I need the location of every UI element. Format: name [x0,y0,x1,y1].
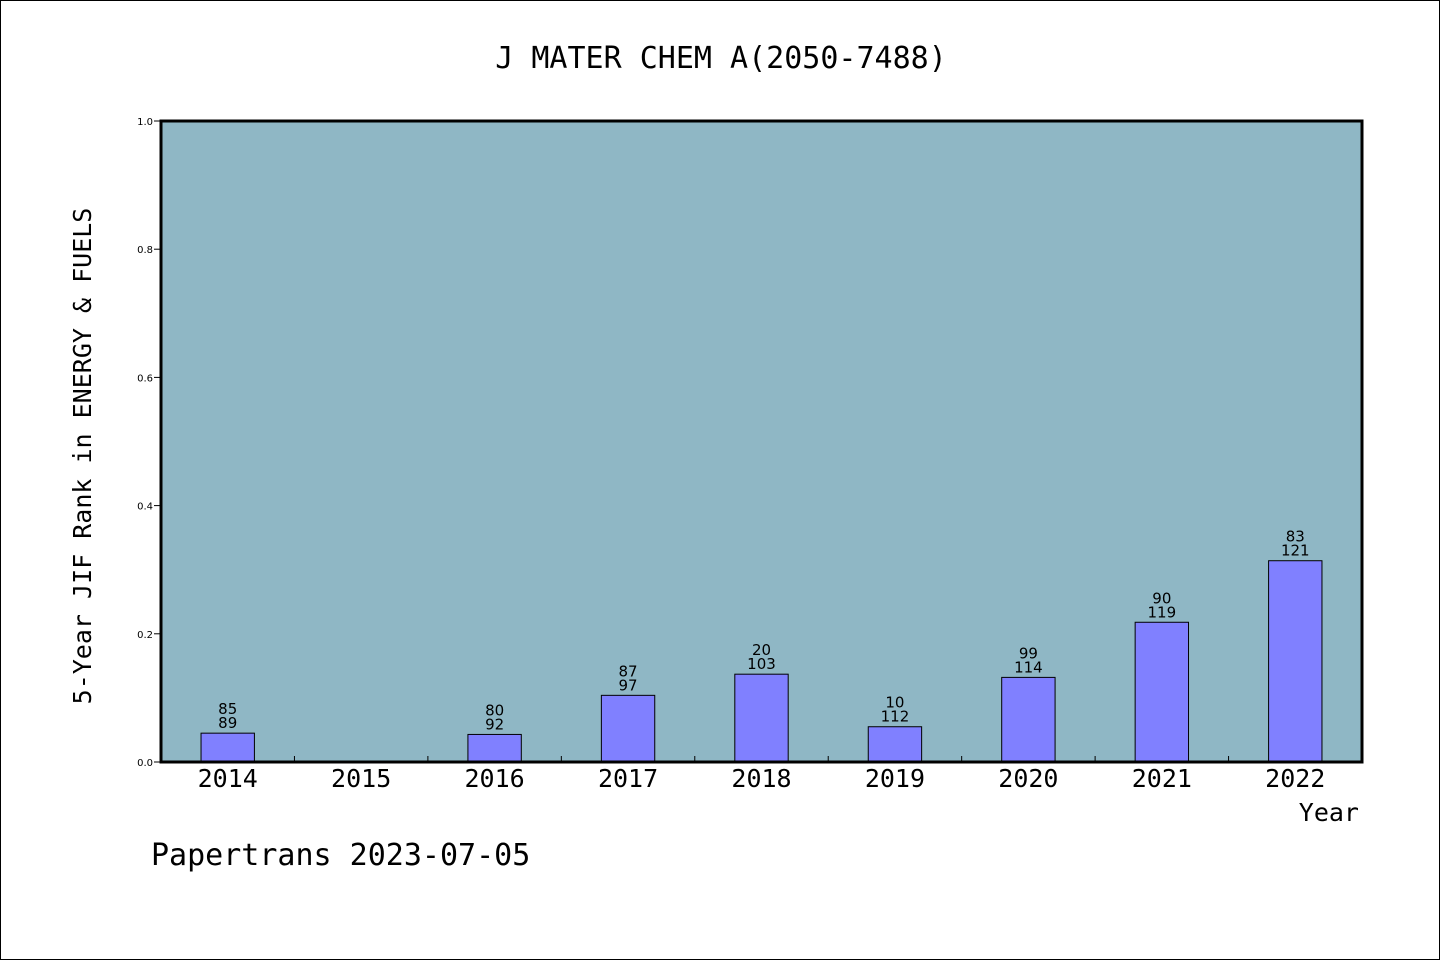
chart-title: J MATER CHEM A(2050-7488) [495,41,947,76]
y-tick-label: 0.4 [137,502,153,513]
bar-label-total: 89 [218,714,237,732]
bar [1134,621,1190,763]
bar-label-rank: 83 [1286,528,1305,546]
x-axis-ticks: 2014 2015 2016 2017 2018 2019 2020 2021 2022 [198,756,1325,793]
x-tick-label: 2016 [465,764,525,793]
bar-label-total: 119 [1148,603,1177,621]
x-tick-label: 2015 [331,764,391,793]
x-tick-label: 2017 [598,764,658,793]
bar [734,673,789,763]
bar-label-total: 97 [619,676,638,694]
bar-label-rank: 85 [218,700,237,718]
y-tick-label: 0.6 [137,373,153,384]
bar-label-rank: 20 [752,641,771,659]
bar [1001,676,1056,763]
bar-label-rank: 87 [619,662,638,680]
x-axis-label: Year [1299,798,1359,827]
bar [467,733,522,763]
bar-label-rank: 90 [1152,589,1171,607]
bar-label-total: 103 [747,655,776,673]
y-tick-label: 0.8 [137,245,153,256]
bar-label-rank: 10 [885,694,904,712]
bar [867,726,923,763]
x-tick-label: 2020 [998,764,1058,793]
bar-label-total: 114 [1014,658,1043,676]
x-tick-label: 2019 [865,764,925,793]
bar-label-rank: 99 [1019,644,1038,662]
bar [600,694,656,763]
y-tick-label: 0.2 [137,630,153,641]
bar [1268,560,1323,763]
y-tick-label: 1.0 [137,117,153,128]
x-tick-label: 2022 [1265,764,1325,793]
x-tick-label: 2018 [731,764,791,793]
plot-border [159,119,1364,764]
y-tick-label: 0.0 [137,758,153,769]
y-axis-ticks: 0.0 0.2 0.4 0.6 0.8 1.0 [137,117,161,769]
bar-label-total: 121 [1281,542,1310,560]
bar [200,732,255,763]
bar-label-total: 92 [485,715,504,733]
bar-label-total: 112 [881,708,910,726]
bar-label-rank: 80 [485,701,504,719]
x-tick-label: 2021 [1132,764,1192,793]
y-axis-label: 5-Year JIF Rank in ENERGY & FUELS [68,208,97,705]
bars-group [200,560,1323,763]
footer-text: Papertrans 2023-07-05 [151,838,530,873]
x-tick-label: 2014 [198,764,258,793]
